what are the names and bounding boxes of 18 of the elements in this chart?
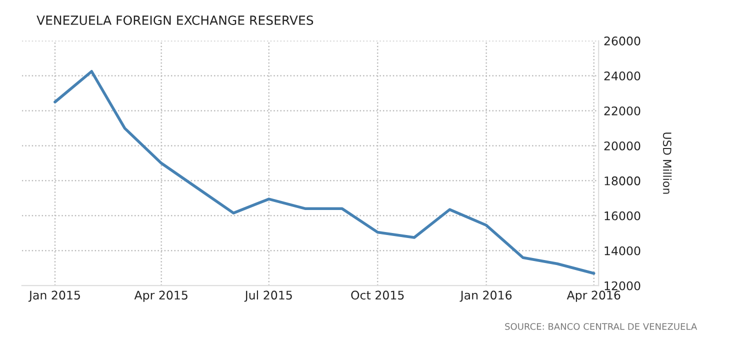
- x-tick-label: Oct 2015: [351, 290, 404, 300]
- y-tick-label: 20000: [604, 141, 640, 150]
- y-tick-label: 16000: [604, 211, 640, 220]
- chart-title: VENEZUELA FOREIGN EXCHANGE RESERVES: [36, 16, 314, 25]
- x-tick-label: Apr 2015: [134, 290, 188, 302]
- line-series: [54, 70, 596, 275]
- y-axis-title: USD Million: [662, 132, 672, 194]
- source-note: SOURCE: BANCO CENTRAL DE VENEZUELA: [505, 323, 698, 330]
- x-tick-label: Jul 2015: [244, 290, 292, 302]
- y-tick-label: 18000: [604, 176, 640, 186]
- x-tick-label: Jan 2016: [460, 290, 512, 302]
- y-tick-label: 14000: [604, 246, 640, 256]
- y-tick-label: 12000: [604, 281, 640, 290]
- y-tick-label: 26000: [604, 36, 640, 46]
- x-tick-label: Apr 2016: [566, 290, 620, 302]
- y-tick-label: 22000: [604, 106, 640, 116]
- x-tick-label: Jan 2015: [28, 290, 80, 302]
- y-tick-label: 24000: [604, 71, 640, 80]
